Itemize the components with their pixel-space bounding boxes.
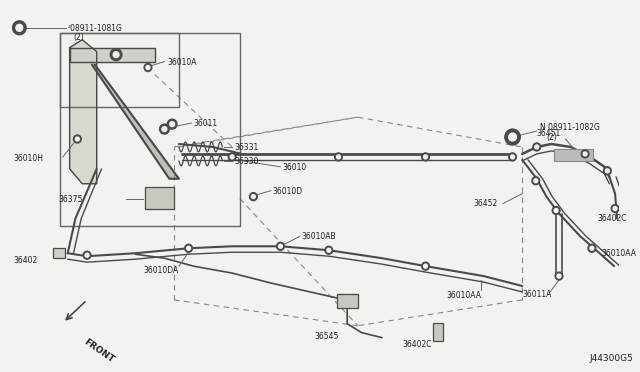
Polygon shape bbox=[70, 40, 97, 184]
Bar bbox=[60, 33, 240, 227]
Circle shape bbox=[605, 169, 609, 173]
Text: 36010A: 36010A bbox=[167, 58, 197, 67]
Circle shape bbox=[509, 153, 516, 161]
Circle shape bbox=[187, 246, 191, 250]
Bar bbox=[53, 248, 65, 258]
Circle shape bbox=[16, 24, 23, 31]
Circle shape bbox=[113, 52, 119, 58]
Circle shape bbox=[250, 193, 257, 201]
Bar bbox=[60, 33, 179, 107]
Circle shape bbox=[144, 64, 152, 71]
Circle shape bbox=[511, 155, 515, 159]
Circle shape bbox=[76, 137, 79, 141]
Circle shape bbox=[110, 49, 122, 61]
Text: N 08911-1082G: N 08911-1082G bbox=[540, 123, 600, 132]
Circle shape bbox=[552, 206, 560, 215]
Text: (2): (2) bbox=[547, 133, 557, 142]
Text: 36402: 36402 bbox=[13, 256, 38, 265]
Text: 36010H: 36010H bbox=[13, 154, 44, 163]
Circle shape bbox=[278, 244, 282, 248]
Circle shape bbox=[532, 177, 540, 185]
Text: 36010AA: 36010AA bbox=[447, 291, 482, 300]
Text: ²08911-1081G: ²08911-1081G bbox=[68, 24, 123, 33]
Text: 36010AB: 36010AB bbox=[301, 232, 337, 241]
Circle shape bbox=[74, 135, 81, 143]
Circle shape bbox=[159, 124, 169, 134]
Circle shape bbox=[85, 253, 89, 257]
Text: 36010DA: 36010DA bbox=[143, 266, 179, 275]
Circle shape bbox=[13, 21, 26, 35]
Circle shape bbox=[228, 153, 236, 161]
Text: 36545: 36545 bbox=[314, 332, 339, 341]
Text: 36010D: 36010D bbox=[273, 187, 303, 196]
Circle shape bbox=[424, 155, 428, 159]
Circle shape bbox=[146, 65, 150, 70]
Circle shape bbox=[611, 205, 619, 212]
Text: 36330: 36330 bbox=[234, 157, 259, 166]
Circle shape bbox=[185, 244, 193, 252]
Circle shape bbox=[252, 195, 255, 199]
Text: 36375: 36375 bbox=[58, 195, 83, 203]
Text: 36452: 36452 bbox=[474, 199, 498, 208]
Bar bbox=[433, 323, 443, 341]
Polygon shape bbox=[92, 65, 179, 179]
Circle shape bbox=[557, 274, 561, 278]
Circle shape bbox=[422, 153, 429, 161]
Text: 36402C: 36402C bbox=[598, 214, 627, 222]
Text: 36010AA: 36010AA bbox=[602, 249, 637, 258]
Circle shape bbox=[325, 246, 333, 254]
Circle shape bbox=[535, 145, 539, 149]
Text: FRONT: FRONT bbox=[82, 338, 116, 365]
Text: 36451: 36451 bbox=[537, 129, 561, 138]
Text: 36402C: 36402C bbox=[403, 340, 432, 349]
Circle shape bbox=[590, 246, 594, 250]
Circle shape bbox=[424, 264, 428, 268]
Circle shape bbox=[276, 242, 284, 250]
Circle shape bbox=[554, 209, 558, 212]
Text: 36331: 36331 bbox=[234, 143, 259, 152]
Circle shape bbox=[327, 248, 331, 252]
Bar bbox=[554, 149, 593, 161]
Text: 36011A: 36011A bbox=[522, 290, 552, 299]
Circle shape bbox=[422, 262, 429, 270]
Text: B: B bbox=[17, 25, 22, 30]
Circle shape bbox=[505, 129, 520, 145]
Circle shape bbox=[588, 244, 596, 252]
Circle shape bbox=[555, 272, 563, 280]
Circle shape bbox=[509, 133, 516, 141]
Bar bbox=[337, 294, 358, 308]
Circle shape bbox=[534, 179, 538, 183]
Polygon shape bbox=[70, 48, 155, 62]
Circle shape bbox=[583, 152, 587, 156]
Circle shape bbox=[613, 206, 617, 211]
Text: 36010: 36010 bbox=[282, 163, 307, 172]
Circle shape bbox=[230, 155, 234, 159]
Circle shape bbox=[335, 153, 342, 161]
Text: (2): (2) bbox=[74, 33, 84, 42]
Text: N: N bbox=[509, 134, 515, 140]
Circle shape bbox=[581, 150, 589, 158]
Circle shape bbox=[170, 122, 175, 126]
Circle shape bbox=[83, 251, 91, 259]
Circle shape bbox=[337, 155, 340, 159]
Circle shape bbox=[167, 119, 177, 129]
Text: J44300G5: J44300G5 bbox=[590, 353, 634, 363]
Circle shape bbox=[533, 143, 541, 151]
Circle shape bbox=[604, 167, 611, 175]
Bar bbox=[145, 187, 174, 209]
Circle shape bbox=[162, 126, 167, 132]
Text: 36011: 36011 bbox=[193, 119, 218, 128]
